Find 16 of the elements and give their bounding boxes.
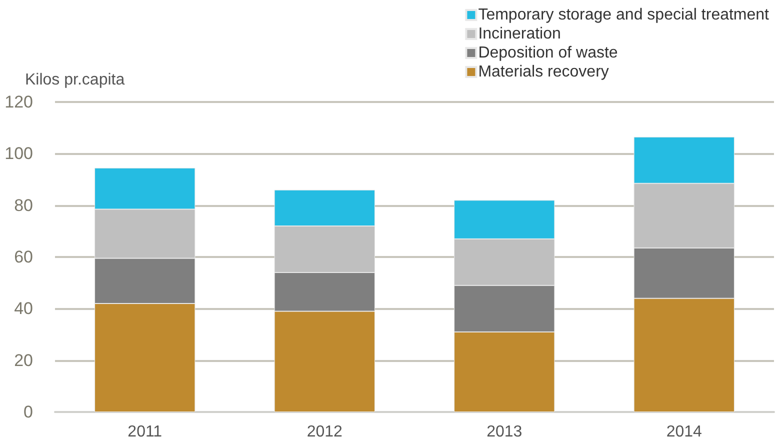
x-tick-label: 2012 — [306, 424, 343, 440]
y-tick-label: 0 — [24, 402, 33, 422]
legend-label: Temporary storage and special treatment — [478, 6, 770, 24]
x-tick-label: 2011 — [128, 424, 162, 440]
y-tick-label: 80 — [14, 196, 33, 215]
y-tick-label: 100 — [4, 144, 33, 164]
x-tick-label: 2014 — [666, 424, 702, 440]
legend-label: Incineration — [478, 26, 561, 42]
legend-label: Deposition of waste — [478, 44, 618, 62]
y-tick-label: 60 — [14, 248, 33, 266]
y-tick-label: 40 — [14, 299, 33, 318]
y-tick-label: 120 — [4, 92, 33, 112]
x-tick-label: 2013 — [486, 424, 522, 440]
y-tick-label: 20 — [14, 350, 33, 370]
y-axis-title: Kilos pr.capita — [25, 72, 125, 88]
legend-label: Materials recovery — [478, 64, 609, 80]
